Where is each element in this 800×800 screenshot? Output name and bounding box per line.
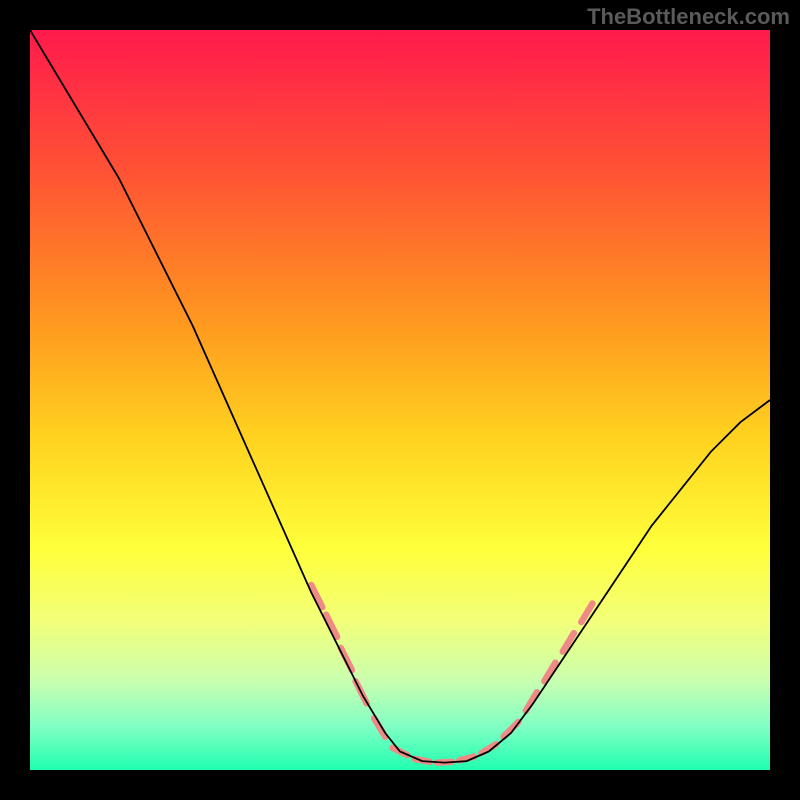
- watermark-text: TheBottleneck.com: [587, 4, 790, 30]
- chart-container: TheBottleneck.com: [0, 0, 800, 800]
- plot-background-gradient: [30, 30, 770, 770]
- bottleneck-chart: [0, 0, 800, 800]
